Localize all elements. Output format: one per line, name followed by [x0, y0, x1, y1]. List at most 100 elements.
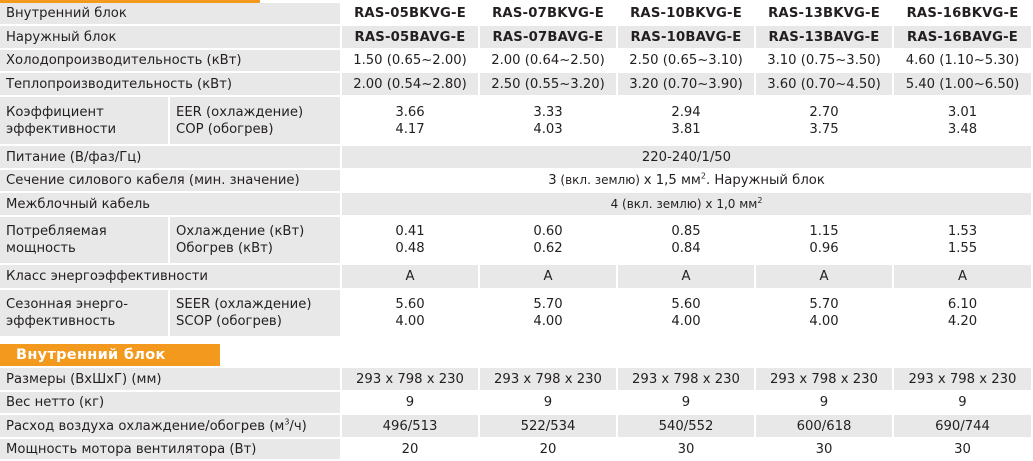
row-energy-class: Класс энергоэффективности A A A A A — [0, 265, 1033, 290]
airflow-value: 690/744 — [894, 415, 1033, 439]
seer-value: 6.10 — [947, 297, 978, 312]
row-fan-motor: Мощность мотора вентилятора (Вт) 20 20 3… — [0, 439, 1033, 461]
cell-seasonal: 5.60 4.00 — [342, 290, 480, 338]
fan-motor-value: 30 — [756, 439, 894, 461]
cell-value: 2.50 (0.55~3.20) — [480, 73, 618, 97]
cooling-power: 1.53 — [947, 224, 978, 239]
eer-value: 3.01 — [947, 104, 978, 120]
label-cooling-capacity: Холодопроизводительность (кВт) — [0, 50, 342, 73]
label-fan-motor: Мощность мотора вентилятора (Вт) — [0, 439, 342, 461]
fan-motor-value: 30 — [894, 439, 1033, 461]
seer-value: 5.60 — [395, 297, 425, 312]
label-efficiency-line2: эффективности — [6, 121, 117, 137]
label-power-supply: Питание (В/фаз/Гц) — [0, 146, 342, 170]
cell-value: 3.10 (0.75~3.50) — [756, 50, 894, 73]
model-outdoor: RAS-13BAVG-E — [756, 26, 894, 50]
cell-efficiency: 3.66 4.17 — [342, 97, 480, 146]
seer-value: 5.60 — [671, 297, 701, 312]
cable-note: (вкл. землю) — [556, 173, 644, 187]
energy-class-value: A — [618, 265, 756, 290]
label-power-cable: Сечение силового кабеля (мин. значение) — [0, 170, 342, 193]
cell-seasonal: 5.70 4.00 — [480, 290, 618, 338]
cop-value: 4.03 — [533, 121, 563, 137]
label-power-consumption-line2: мощность — [6, 241, 76, 256]
row-indoor-unit: Внутренний блок RAS-05BKVG-E RAS-07BKVG-… — [0, 3, 1033, 26]
energy-class-value: A — [894, 265, 1033, 290]
energy-class-value: A — [756, 265, 894, 290]
label-efficiency-line1: Коэффициент — [6, 104, 104, 120]
cooling-power: 0.41 — [395, 224, 425, 239]
dimensions-value: 293 x 798 x 230 — [480, 368, 618, 392]
fan-motor-value: 20 — [342, 439, 480, 461]
dimensions-value: 293 x 798 x 230 — [894, 368, 1033, 392]
airflow-label-main: Расход воздуха охлаждение/обогрев (м — [6, 418, 285, 434]
heating-power: 0.62 — [533, 241, 563, 256]
label-power-consumption-line1: Потребляемая — [6, 224, 107, 239]
cell-efficiency: 3.33 4.03 — [480, 97, 618, 146]
label-heating-capacity: Теплопроизводительность (кВт) — [0, 73, 342, 97]
sublabel-seasonal: SEER (охлаждение) SCOP (обогрев) — [170, 290, 342, 338]
eer-value: 2.94 — [671, 104, 701, 120]
model-outdoor: RAS-10BAVG-E — [618, 26, 756, 50]
cell-value: 2.50 (0.65~3.10) — [618, 50, 756, 73]
sublabel-cop: COP (обогрев) — [176, 121, 274, 137]
heating-power: 0.96 — [809, 241, 839, 256]
scop-value: 4.00 — [671, 314, 701, 329]
row-heating-capacity: Теплопроизводительность (кВт) 2.00 (0.54… — [0, 73, 1033, 97]
spec-table: Внутренний блок RAS-05BKVG-E RAS-07BKVG-… — [0, 3, 1033, 338]
label-airflow: Расход воздуха охлаждение/обогрев (м3/ч) — [0, 415, 342, 439]
dimensions-value: 293 x 798 x 230 — [618, 368, 756, 392]
scop-value: 4.00 — [395, 314, 425, 329]
cell-value: 2.00 (0.64~2.50) — [480, 50, 618, 73]
model-indoor: RAS-16BKVG-E — [894, 3, 1033, 26]
cop-value: 3.75 — [809, 121, 839, 137]
cell-value: 3.20 (0.70~3.90) — [618, 73, 756, 97]
row-dimensions: Размеры (ВхШхГ) (мм) 293 x 798 x 230 293… — [0, 368, 1033, 392]
label-seasonal-line2: эффективность — [6, 314, 116, 329]
label-power-consumption: Потребляемая мощность — [0, 217, 170, 265]
row-cooling-capacity: Холодопроизводительность (кВт) 1.50 (0.6… — [0, 50, 1033, 73]
cell-power-supply: 220-240/1/50 — [342, 146, 1033, 170]
dimensions-value: 293 x 798 x 230 — [756, 368, 894, 392]
cell-power-cable: 3 (вкл. землю) x 1,5 мм2. Наружный блок — [342, 170, 1033, 193]
row-power-cable: Сечение силового кабеля (мин. значение) … — [0, 170, 1033, 193]
row-interconnect-cable: Межблочный кабель 4 (вкл. землю) x 1,0 м… — [0, 193, 1033, 217]
section-header-indoor-unit: Внутренний блок — [0, 344, 220, 366]
cable-sup: 2 — [700, 171, 706, 181]
cell-power-consumption: 1.53 1.55 — [894, 217, 1033, 265]
cable-location: . Наружный блок — [705, 173, 825, 188]
net-weight-value: 9 — [480, 392, 618, 415]
net-weight-value: 9 — [894, 392, 1033, 415]
row-power-supply: Питание (В/фаз/Гц) 220-240/1/50 — [0, 146, 1033, 170]
model-indoor: RAS-07BKVG-E — [480, 3, 618, 26]
cell-power-consumption: 0.60 0.62 — [480, 217, 618, 265]
model-indoor: RAS-05BKVG-E — [342, 3, 480, 26]
cell-value: 5.40 (1.00~6.50) — [894, 73, 1033, 97]
cable-count: 3 — [548, 173, 557, 188]
cooling-power: 1.15 — [809, 224, 839, 239]
energy-class-value: A — [480, 265, 618, 290]
airflow-value: 496/513 — [342, 415, 480, 439]
heating-power: 0.48 — [395, 241, 425, 256]
cell-value: 2.00 (0.54~2.80) — [342, 73, 480, 97]
heating-power: 1.55 — [947, 241, 978, 256]
cell-interconnect-cable: 4 (вкл. землю) x 1,0 мм2 — [342, 193, 1033, 217]
energy-class-value: A — [342, 265, 480, 290]
label-seasonal: Сезонная энерго- эффективность — [0, 290, 170, 338]
row-net-weight: Вес нетто (кг) 9 9 9 9 9 — [0, 392, 1033, 415]
net-weight-value: 9 — [342, 392, 480, 415]
model-indoor: RAS-10BKVG-E — [618, 3, 756, 26]
cell-value: 4.60 (1.10~5.30) — [894, 50, 1033, 73]
net-weight-value: 9 — [756, 392, 894, 415]
eer-value: 3.66 — [395, 104, 425, 120]
label-outdoor-unit: Наружный блок — [0, 26, 342, 50]
cell-efficiency: 3.01 3.48 — [894, 97, 1033, 146]
model-outdoor: RAS-16BAVG-E — [894, 26, 1033, 50]
scop-value: 4.20 — [947, 314, 978, 329]
cell-value: 1.50 (0.65~2.00) — [342, 50, 480, 73]
sublabel-scop: SCOP (обогрев) — [176, 314, 282, 329]
label-net-weight: Вес нетто (кг) — [0, 392, 342, 415]
interconnect-count: 4 — [610, 196, 623, 211]
label-seasonal-line1: Сезонная энерго- — [6, 297, 128, 312]
label-interconnect-cable: Межблочный кабель — [0, 193, 342, 217]
